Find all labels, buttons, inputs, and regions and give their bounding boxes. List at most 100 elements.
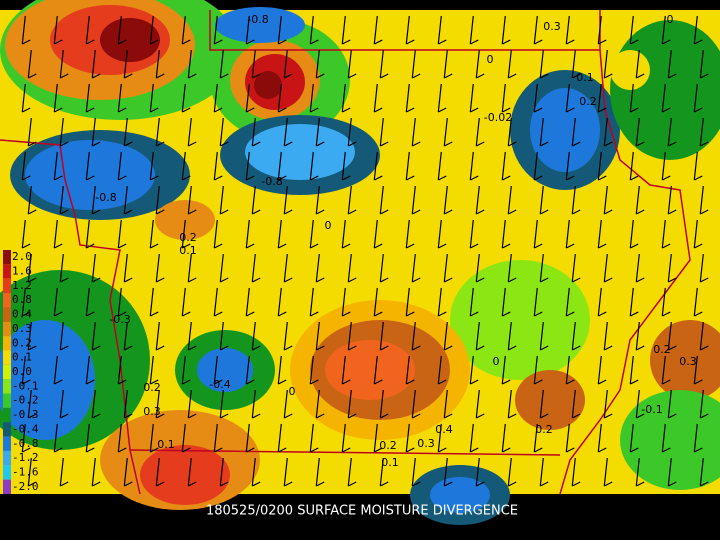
barb-flag	[438, 39, 447, 45]
barb-flag	[92, 481, 101, 487]
barb-flag	[310, 447, 319, 453]
barb-shaft	[245, 83, 250, 113]
barb-flag	[220, 141, 229, 147]
barb-flag	[316, 277, 325, 283]
barb-shaft	[59, 321, 64, 351]
legend-swatch	[3, 364, 11, 380]
map-field	[0, 0, 720, 525]
barb-flag	[156, 141, 165, 147]
barb-shaft	[277, 287, 282, 317]
barb-flag	[92, 141, 101, 147]
barb-shaft	[533, 151, 538, 181]
barb-shaft	[251, 253, 256, 283]
barb-flag	[124, 277, 133, 283]
contour-label: 0.2	[379, 439, 397, 452]
barb-flag	[630, 175, 639, 181]
barb-flag	[150, 447, 159, 453]
barb-shaft	[437, 83, 442, 113]
barb-flag	[118, 175, 127, 181]
barb-flag	[438, 311, 447, 317]
barb-shaft	[315, 389, 320, 419]
barb-shaft	[181, 355, 186, 385]
legend-label: 0.1	[12, 351, 32, 364]
barb-shaft	[699, 117, 704, 147]
barb-shaft	[501, 83, 506, 113]
barb-flag	[700, 209, 709, 215]
legend-swatch	[3, 379, 11, 394]
barb-shaft	[475, 253, 480, 283]
barb-flag	[150, 243, 159, 249]
barb-shaft	[437, 423, 442, 453]
barb-flag	[444, 413, 453, 419]
barb-shaft	[507, 389, 512, 419]
barb-shaft	[315, 49, 320, 79]
legend-label: 1.6	[12, 265, 32, 278]
barb-flag	[476, 73, 485, 79]
barb-flag	[22, 379, 31, 385]
barb-shaft	[507, 117, 512, 147]
barb-flag	[118, 39, 127, 45]
barb-flag	[246, 243, 255, 249]
barb-shaft	[667, 457, 672, 487]
barb-flag	[694, 311, 703, 317]
barb-flag	[444, 277, 453, 283]
barb-shaft	[283, 321, 288, 351]
barb-shaft	[443, 389, 448, 419]
barb-flag	[284, 73, 293, 79]
barb-shaft	[309, 83, 314, 113]
barb-shaft	[21, 219, 26, 249]
legend-label: 1.2	[12, 279, 32, 292]
barb-shaft	[597, 151, 602, 181]
barb-shaft	[693, 83, 698, 113]
barb-shaft	[437, 355, 442, 385]
barb-flag	[310, 39, 319, 45]
barb-flag	[28, 277, 37, 283]
barb-flag	[572, 141, 581, 147]
barb-flag	[412, 277, 421, 283]
barb-shaft	[277, 423, 282, 453]
barb-shaft	[597, 15, 602, 45]
barb-flag	[694, 243, 703, 249]
barb-shaft	[565, 151, 570, 181]
field-blob	[650, 320, 720, 400]
barb-flag	[470, 311, 479, 317]
barb-flag	[598, 39, 607, 45]
barb-shaft	[341, 219, 346, 249]
barb-shaft	[571, 117, 576, 147]
barb-flag	[316, 413, 325, 419]
barb-shaft	[539, 49, 544, 79]
barb-shaft	[373, 219, 378, 249]
barb-flag	[150, 39, 159, 45]
barb-shaft	[27, 185, 32, 215]
barb-shaft	[21, 83, 26, 113]
barb-shaft	[315, 185, 320, 215]
barb-shaft	[693, 355, 698, 385]
barb-shaft	[21, 355, 26, 385]
barb-shaft	[187, 321, 192, 351]
barb-flag	[246, 107, 255, 113]
barb-flag	[252, 481, 261, 487]
barb-shaft	[597, 423, 602, 453]
barb-shaft	[347, 117, 352, 147]
barb-shaft	[405, 151, 410, 181]
barb-shaft	[635, 321, 640, 351]
legend-label: 0.4	[12, 308, 32, 321]
barb-shaft	[53, 355, 58, 385]
barb-shaft	[155, 253, 160, 283]
barb-shaft	[635, 457, 640, 487]
contour-label: 0	[493, 355, 500, 368]
barb-flag	[348, 141, 357, 147]
barb-shaft	[571, 253, 576, 283]
barb-flag	[278, 447, 287, 453]
field-blob	[450, 260, 590, 380]
barb-shaft	[373, 423, 378, 453]
barb-flag	[284, 141, 293, 147]
barb-flag	[572, 413, 581, 419]
barb-flag	[220, 481, 229, 487]
barb-shaft	[245, 355, 250, 385]
barb-flag	[502, 107, 511, 113]
barb-shaft	[507, 49, 512, 79]
barb-shaft	[181, 15, 186, 45]
barb-shaft	[379, 389, 384, 419]
barb-shaft	[85, 15, 90, 45]
